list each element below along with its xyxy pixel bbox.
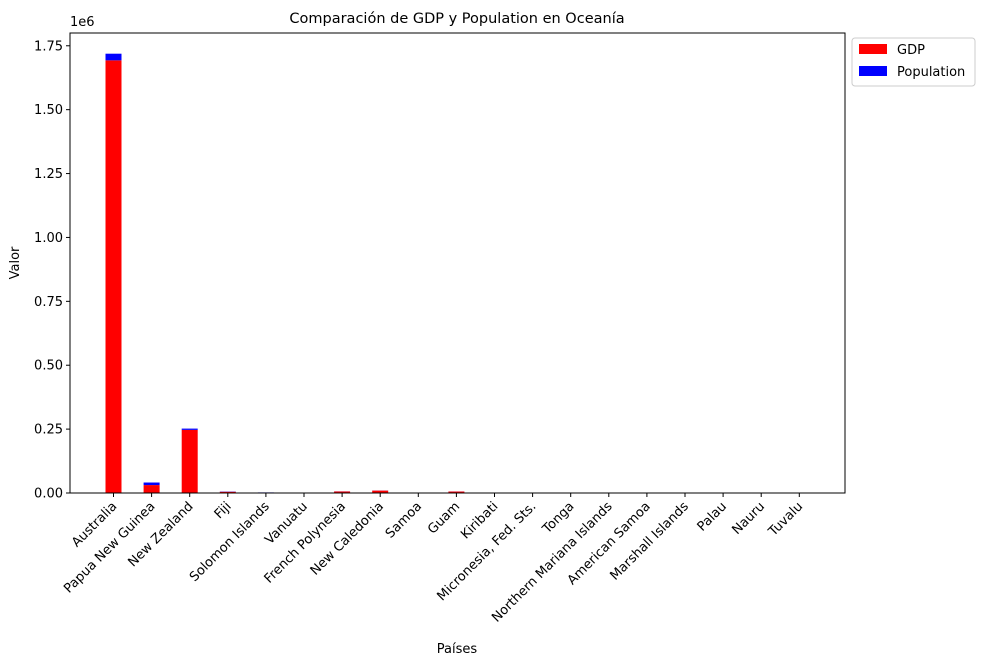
x-tick-label: Palau xyxy=(695,499,730,534)
bar-gdp xyxy=(219,491,236,493)
x-tick-label: Samoa xyxy=(383,499,425,541)
bar-population xyxy=(143,482,160,486)
bar-gdp xyxy=(372,490,389,493)
y-tick-label: 0.75 xyxy=(34,295,63,310)
chart-title: Comparación de GDP y Population en Ocean… xyxy=(289,11,624,27)
y-tick-label: 0.50 xyxy=(34,359,63,374)
x-tick-label: Tuvalu xyxy=(765,499,806,540)
x-axis-label: Países xyxy=(437,642,478,657)
legend-swatch-gdp xyxy=(859,44,887,54)
y-tick-label: 1.50 xyxy=(34,103,63,118)
bar-gdp xyxy=(105,60,122,493)
bar-gdp xyxy=(448,491,465,493)
legend-label-population: Population xyxy=(897,65,965,80)
bar-population xyxy=(105,53,122,61)
bar-gdp xyxy=(143,485,160,493)
x-tick-label: Fiji xyxy=(212,499,235,522)
x-tick-label: Nauru xyxy=(729,499,768,538)
y-tick-label: 1.75 xyxy=(34,39,63,54)
y-tick-label: 0.00 xyxy=(34,487,63,502)
y-tick-label: 1.00 xyxy=(34,231,63,246)
y-tick-label: 1.25 xyxy=(34,167,63,182)
y-axis-label: Valor xyxy=(8,246,23,279)
bar-population xyxy=(181,428,198,430)
plot-frame xyxy=(69,32,846,494)
y-offset-text: 1e6 xyxy=(70,15,95,30)
y-tick-label: 0.25 xyxy=(34,423,63,438)
bar-gdp xyxy=(334,491,351,493)
legend-swatch-population xyxy=(859,66,887,76)
legend: GDP Population xyxy=(851,37,976,87)
bar-gdp xyxy=(181,429,198,493)
legend-label-gdp: GDP xyxy=(897,43,925,58)
